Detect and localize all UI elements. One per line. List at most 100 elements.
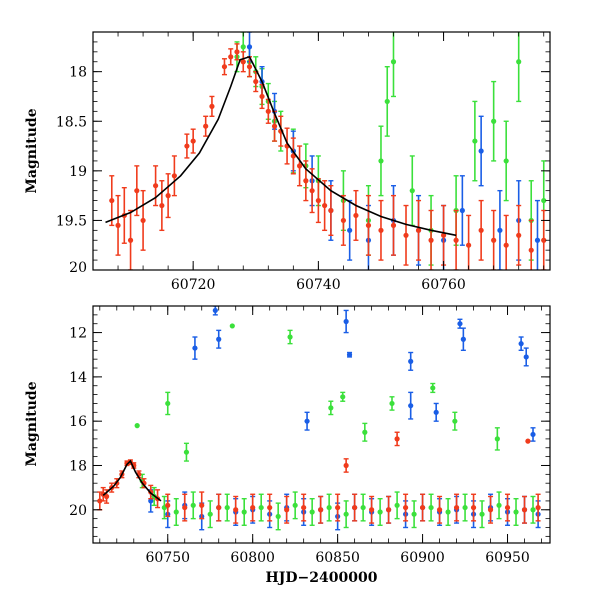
- data-point-red: [491, 237, 497, 243]
- data-point-red: [171, 173, 177, 179]
- y-tick-label: 18: [69, 458, 87, 474]
- data-point-red: [103, 493, 110, 500]
- data-point-red: [541, 237, 547, 243]
- data-point-red: [284, 507, 290, 513]
- data-point-blue: [433, 409, 439, 415]
- y-axis-label: Magnitude: [24, 381, 40, 466]
- data-point-green: [384, 98, 390, 105]
- ticks: [92, 31, 550, 271]
- data-point-green: [494, 436, 500, 442]
- panel-bottom: 60750 60800 60850 60900 60950 12 14 16 18 20 Magni…: [24, 305, 551, 586]
- data-point-red: [296, 163, 303, 169]
- data-point-red: [378, 227, 384, 233]
- x-tick-label: 60900: [400, 550, 445, 566]
- data-point-red: [250, 504, 256, 511]
- data-point-red: [436, 507, 443, 513]
- data-point-green: [362, 429, 368, 435]
- data-point-red: [470, 504, 477, 511]
- data-point-red: [246, 64, 253, 70]
- data-point-green: [409, 188, 415, 194]
- data-point-red: [233, 507, 239, 513]
- data-point-red: [318, 507, 324, 513]
- y-tick-label: 12: [69, 326, 87, 342]
- data-point-red: [440, 232, 447, 238]
- data-point-red: [428, 237, 434, 243]
- data-point-green: [229, 323, 235, 329]
- data-point-red: [165, 193, 171, 199]
- data-point-red: [504, 504, 511, 511]
- x-axis-label: HJD−2400000: [266, 570, 378, 586]
- y-tick-label: 18.5: [56, 114, 87, 130]
- data-point-red: [140, 217, 146, 224]
- data-point-green: [240, 44, 246, 50]
- data-point-green: [411, 511, 417, 517]
- x-tick-label: 60800: [230, 550, 275, 566]
- data-point-green: [530, 507, 536, 513]
- y-tick-label: 16: [69, 414, 87, 430]
- data-point-green: [292, 502, 298, 508]
- data-point-red: [127, 237, 134, 243]
- data-point-green: [389, 400, 395, 407]
- data-point-red: [309, 188, 315, 194]
- data-point-green: [328, 405, 334, 411]
- data-point-blue: [478, 148, 484, 154]
- model-curve: [105, 55, 457, 237]
- data-point-green: [287, 334, 293, 340]
- data-point-blue: [460, 336, 466, 342]
- data-point-green: [462, 504, 468, 511]
- data-point-red: [402, 504, 409, 511]
- data-point-green: [394, 502, 400, 508]
- data-point-red: [216, 504, 222, 511]
- data-point-green: [378, 158, 384, 164]
- data-point-red: [525, 438, 531, 444]
- data-point-red: [165, 502, 171, 508]
- data-point-green: [428, 504, 434, 511]
- data-point-blue: [534, 237, 541, 243]
- data-point-green: [190, 502, 196, 508]
- data-point-green: [224, 504, 230, 511]
- data-point-red: [478, 227, 484, 233]
- data-point-blue: [408, 403, 414, 409]
- data-point-green: [390, 59, 397, 65]
- data-point-red: [259, 93, 265, 100]
- data-point-red: [190, 138, 196, 144]
- data-point-red: [453, 237, 459, 243]
- data-point-red: [109, 197, 115, 204]
- data-point-red: [340, 217, 347, 224]
- data-point-red: [303, 178, 309, 184]
- data-point-green: [360, 504, 366, 511]
- data-point-red: [390, 222, 397, 228]
- data-point-blue: [523, 354, 529, 360]
- data-point-red: [516, 232, 522, 238]
- data-point-red: [115, 222, 121, 228]
- axes-frame: [92, 305, 551, 544]
- data-point-green: [309, 509, 315, 515]
- data-point-red: [301, 504, 307, 511]
- data-point-red: [240, 59, 246, 65]
- series-red: [109, 43, 547, 270]
- data-point-red: [199, 502, 205, 508]
- data-point-red: [153, 183, 159, 189]
- x-tick-label: 60740: [296, 277, 341, 293]
- data-point-red: [466, 242, 472, 248]
- y-tick-label: 19.5: [56, 213, 87, 229]
- data-point-green: [496, 502, 502, 508]
- data-point-green: [479, 511, 485, 517]
- data-point-red: [322, 202, 328, 209]
- y-tick-label: 19: [69, 164, 87, 180]
- data-point-red: [134, 188, 140, 194]
- data-point-green: [165, 400, 171, 407]
- model-curve: [102, 459, 162, 502]
- data-point-green: [472, 138, 478, 144]
- panel-top: 60720 60740 60760 18 18.5 19 19.5 20 Magnitude: [24, 31, 551, 293]
- x-tick-label: 60750: [145, 550, 190, 566]
- data-point-red: [352, 504, 358, 511]
- data-point-red: [328, 207, 334, 214]
- data-point-blue: [347, 227, 353, 233]
- data-point-red: [394, 436, 400, 442]
- series-green: [134, 323, 536, 531]
- data-point-blue: [216, 336, 222, 342]
- data-point-blue: [497, 227, 503, 233]
- data-point-red: [253, 78, 259, 85]
